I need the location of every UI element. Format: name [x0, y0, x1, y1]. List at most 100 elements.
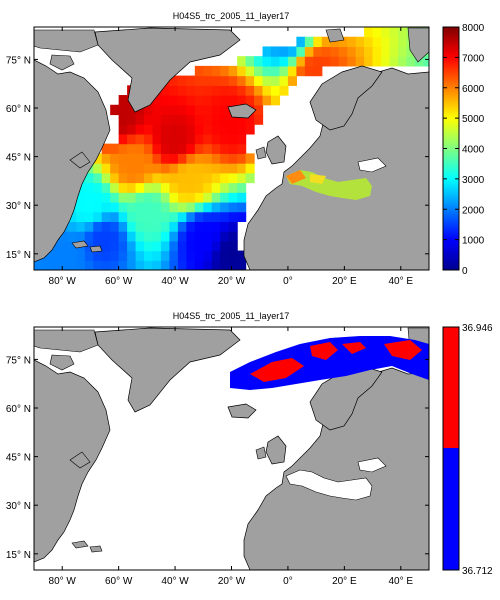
tracer-cell [93, 231, 103, 242]
tracer-cell [220, 163, 230, 174]
x-tick-label: 20° E [332, 276, 357, 287]
tracer-cell [304, 56, 314, 67]
tracer-cell [186, 231, 196, 242]
tracer-cell [144, 260, 154, 270]
tracer-cell [135, 172, 145, 184]
tracer-cell [338, 46, 348, 57]
tracer-cell [220, 75, 230, 86]
tracer-cell [144, 231, 154, 242]
tracer-cell [237, 75, 247, 86]
tracer-cell [169, 85, 179, 96]
tracer-cell [372, 36, 382, 48]
tracer-cell [194, 240, 204, 252]
tracer-cell [169, 124, 179, 135]
tracer-cell [169, 260, 179, 270]
tracer-cell [245, 163, 255, 174]
tracer-cell [127, 211, 137, 222]
tracer-cell [160, 163, 171, 174]
tracer-cell [160, 182, 171, 193]
x-tick-label: 20° W [218, 576, 246, 587]
y-tick-label: 15° N [6, 550, 31, 561]
tracer-cell [237, 114, 247, 125]
tracer-cell [118, 104, 128, 116]
tracer-cell [160, 104, 171, 116]
tracer-cell [279, 65, 289, 77]
tracer-cell [152, 231, 162, 242]
tracer-cell [220, 65, 230, 77]
tracer-cell [287, 75, 297, 86]
tracer-cell [203, 211, 213, 222]
tracer-cell [220, 124, 230, 135]
tracer-cell [211, 104, 221, 116]
tracer-cell [279, 46, 289, 57]
tracer-cell [245, 153, 255, 164]
tracer-cell [135, 143, 145, 154]
tracer-cell [279, 75, 289, 86]
tracer-cell [262, 56, 272, 67]
tracer-cell [76, 250, 86, 261]
tracer-cell [211, 221, 221, 232]
tracer-cell [169, 172, 179, 184]
tracer-cell [186, 250, 196, 261]
tracer-cell [144, 114, 154, 125]
tracer-cell [245, 85, 255, 96]
tracer-cell [135, 192, 145, 203]
tracer-cell [296, 36, 306, 48]
tracer-cell [101, 192, 111, 203]
tracer-cell [194, 211, 204, 222]
tracer-cell [101, 172, 111, 184]
tracer-cell [93, 260, 103, 270]
tracer-cell [110, 240, 120, 252]
tracer-cell [220, 260, 230, 270]
tracer-cell [372, 46, 382, 57]
tracer-cell [330, 56, 340, 67]
tracer-cell [203, 201, 213, 213]
tracer-cell [237, 56, 247, 67]
tracer-cell [237, 260, 247, 270]
tracer-cell [186, 163, 196, 174]
tracer-cell [177, 192, 187, 203]
tracer-cell [177, 201, 187, 213]
tracer-cell [177, 104, 187, 116]
x-tick-label: 20° E [332, 576, 357, 587]
tracer-cell [228, 85, 238, 96]
tracer-cell [186, 133, 196, 145]
tracer-cell [203, 75, 213, 86]
tracer-cell [347, 36, 357, 48]
tracer-cell [110, 211, 120, 222]
tracer-cell [152, 211, 162, 222]
tracer-cell [254, 75, 264, 86]
tracer-cell [194, 153, 204, 164]
tracer-cell [237, 133, 247, 145]
tracer-cell [262, 46, 272, 57]
tracer-cell [152, 172, 162, 184]
tracer-cell [364, 46, 374, 57]
tracer-cell [220, 114, 230, 125]
tracer-cell [101, 143, 111, 154]
tracer-cell [144, 172, 154, 184]
tracer-cell [355, 56, 365, 67]
tracer-cell [186, 260, 196, 270]
tracer-cell [220, 172, 230, 184]
tracer-cell [84, 231, 94, 242]
map-area-2 [34, 327, 429, 570]
tracer-cell [211, 192, 221, 203]
tracer-cell [186, 75, 196, 86]
tracer-cell [144, 104, 154, 116]
tracer-cell [203, 163, 213, 174]
tracer-cell [135, 163, 145, 174]
tracer-cell [127, 250, 137, 261]
tracer-cell [93, 163, 103, 174]
y-tick-label: 60° N [6, 404, 31, 415]
tracer-cell [110, 192, 120, 203]
tracer-cell [397, 56, 408, 67]
tracer-cell [186, 192, 196, 203]
tracer-cell [355, 46, 365, 57]
tracer-cell [211, 211, 221, 222]
tracer-cell [160, 192, 171, 203]
tracer-cell [67, 221, 77, 232]
tracer-cell [76, 221, 86, 232]
tracer-cell [389, 56, 399, 67]
tracer-cell [152, 240, 162, 252]
tracer-cell [313, 65, 323, 77]
